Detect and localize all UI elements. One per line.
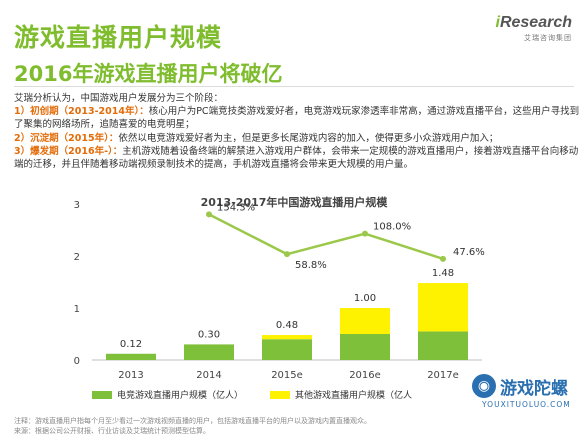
stage-2: 2）沉淀期（2015年）：依然以电竞游戏爱好者为主，但是更多长尾游戏内容的加入，… — [14, 132, 580, 145]
stage-1: 1）初创期（2013-2014年）：核心用户为PC端竞技类游戏爱好者，电竞游戏玩… — [14, 105, 580, 131]
bar-esports — [262, 339, 312, 360]
bar-esports — [106, 353, 156, 360]
x-tick-label: 2013 — [118, 370, 143, 381]
stage-3-num: 3） — [14, 145, 31, 157]
x-tick-label: 2017e — [427, 370, 459, 381]
growth-rate-label: 47.6% — [453, 247, 485, 258]
stage-3-label: 爆发期（2016年-）： — [30, 145, 123, 157]
y-tick-label: 3 — [74, 200, 80, 211]
bar-other — [418, 283, 468, 332]
legend-swatch-esports — [92, 390, 112, 399]
stage-2-num: 2） — [14, 132, 31, 144]
growth-rate-line — [208, 213, 444, 261]
x-tick-label: 2014 — [196, 370, 221, 381]
chart-title: 2013-2017年中国游戏直播用户规模 — [200, 196, 388, 209]
stage-2-text: 依然以电竞游戏爱好者为主，但是更多长尾游戏内容的加入，使得更多小众游戏用户加入； — [118, 132, 499, 144]
growth-rate-label: 154.3% — [217, 202, 255, 213]
logo-subtitle: 艾瑞咨询集团 — [524, 34, 572, 42]
bar-other — [340, 308, 390, 334]
bar-esports — [184, 344, 234, 360]
analysis-text: 艾瑞分析认为，中国游戏用户发展分为三个阶段： 1）初创期（2013-2014年）… — [14, 92, 580, 171]
growth-rate-label: 108.0% — [373, 222, 411, 233]
bar-esports — [418, 331, 468, 360]
growth-rate-point — [206, 211, 212, 218]
stage-1-num: 1） — [14, 106, 31, 118]
bar-esports — [340, 334, 390, 360]
legend-item-esports: 电竞游戏直播用户规模（亿人） — [92, 388, 243, 401]
footnote-line-1: 注释：游戏直播用户指每个月至少看过一次游戏视频直播的用户，包括游戏直播平台的用户… — [14, 417, 371, 425]
legend-label-esports: 电竞游戏直播用户规模（亿人） — [117, 391, 244, 401]
logo-i: i — [495, 14, 500, 31]
growth-rate-point — [362, 230, 368, 237]
stage-3-text: 主机游戏随着设备终端的解禁进入游戏用户群体，会带来一定规模的游戏直播用户，接着游… — [14, 145, 579, 171]
stage-3: 3）爆发期（2016年-）：主机游戏随着设备终端的解禁进入游戏用户群体，会带来一… — [14, 145, 580, 171]
bar-total-label: 1.48 — [432, 268, 454, 279]
watermark-text: 游戏陀螺 — [500, 379, 568, 399]
bar-total-label: 0.48 — [276, 320, 298, 331]
bar-total-label: 0.12 — [120, 339, 142, 350]
watermark-url: YOUXITUOLUO.COM — [482, 400, 571, 409]
legend-swatch-other — [270, 390, 290, 399]
logo-research: Research — [499, 14, 572, 31]
logo-wordmark: iResearch — [496, 14, 573, 32]
y-tick-label: 1 — [74, 304, 80, 315]
growth-rate-point — [284, 251, 290, 258]
spinning-top-icon: ◉ — [472, 374, 496, 398]
bar-total-label: 1.00 — [354, 293, 376, 304]
footnote-line-2: 来源：根据公司公开财报、行业访谈及艾瑞统计预测模型估算。 — [14, 427, 210, 435]
legend-label-other: 其他游戏直播用户规模（亿人 — [295, 391, 413, 401]
watermark: ◉ 游戏陀螺 YOUXITUOLUO.COM — [472, 372, 582, 414]
stage-1-text: 核心用户为PC端竞技类游戏爱好者，电竞游戏玩家渗透率非常高，通过游戏直播平台，这… — [14, 106, 580, 131]
x-tick-label: 2016e — [349, 370, 381, 381]
growth-rate-point — [440, 255, 446, 262]
iresearch-logo: iResearch 艾瑞咨询集团 — [496, 14, 573, 43]
legend-item-other: 其他游戏直播用户规模（亿人 — [270, 388, 412, 401]
stage-1-label: 初创期（2013-2014年）： — [30, 106, 149, 118]
footnote: 注释：游戏直播用户指每个月至少看过一次游戏视频直播的用户，包括游戏直播平台的用户… — [14, 416, 371, 436]
page-subtitle: 2016年游戏直播用户将破亿 — [14, 62, 283, 86]
y-tick-label: 0 — [74, 356, 80, 367]
page-title: 游戏直播用户规模 — [14, 23, 223, 52]
bar-other — [262, 335, 312, 340]
stage-2-label: 沉淀期（2015年）： — [30, 132, 119, 144]
y-tick-label: 2 — [74, 252, 80, 263]
bar-total-label: 0.30 — [198, 329, 220, 340]
x-tick-label: 2015e — [271, 370, 303, 381]
analysis-intro: 艾瑞分析认为，中国游戏用户发展分为三个阶段： — [14, 93, 224, 104]
header-divider — [14, 86, 574, 87]
growth-rate-label: 58.8% — [295, 260, 327, 271]
